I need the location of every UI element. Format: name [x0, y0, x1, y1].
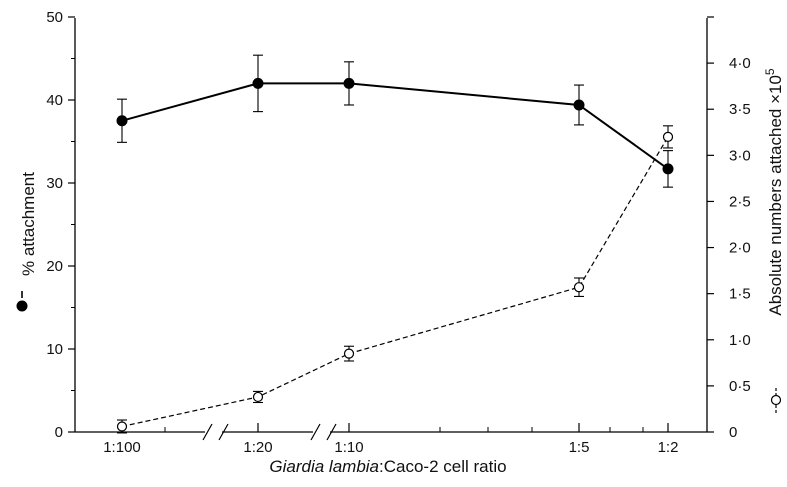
left-tick-label: 20: [46, 258, 63, 275]
x-tick-label: 1:100: [103, 439, 141, 456]
right-axis-title-exponent: 5: [763, 68, 777, 75]
series-0-point: [343, 77, 355, 89]
x-tick-label: 1:2: [658, 439, 679, 456]
left-axis-title: % attachment: [19, 172, 38, 276]
axis-break-mark: [326, 423, 337, 441]
series-0-line: [121, 82, 669, 170]
left-tick-label: 30: [46, 175, 63, 192]
axis-break-mark: [218, 423, 229, 441]
right-tick-label: 0·5: [729, 378, 751, 395]
series-0-point: [116, 115, 128, 127]
axis-break-mark: [310, 423, 321, 441]
right-axis-title: Absolute numbers attached ×105: [763, 68, 785, 316]
right-axis-title-text: Absolute numbers attached ×10: [766, 75, 785, 316]
left-tick-label: 10: [46, 341, 63, 358]
right-tick-label: 4·0: [729, 55, 751, 72]
x-tick-label: 1:5: [569, 439, 590, 456]
right-tick-label: 2·0: [729, 240, 751, 257]
right-tick-label: 0: [729, 424, 737, 441]
left-legend-symbol: [16, 291, 28, 312]
right-tick-label: 1·5: [729, 286, 751, 303]
series-1-point: [252, 391, 264, 403]
series-1-point: [573, 282, 585, 293]
series-0-point: [662, 163, 674, 175]
x-axis-title: Giardia lambia:Caco-2 cell ratio: [269, 457, 506, 476]
left-tick-label: 40: [46, 92, 63, 109]
series-1-point: [343, 348, 355, 359]
series-lines: [121, 82, 669, 428]
series-1-line: [121, 136, 669, 428]
data-marks: [116, 54, 674, 434]
axes: 0 10 20 30 40 50 0 0·5 1·0 1·5 2·0 2·5 3·0 3·5 4·0 1:10…: [46, 9, 750, 456]
axis-break-mark: [202, 423, 213, 441]
left-tick-label: 50: [46, 9, 63, 26]
x-tick-label: 1:10: [334, 439, 363, 456]
series-0-point: [573, 99, 585, 111]
series-1-point: [116, 421, 128, 432]
left-axis-title-group: % attachment: [19, 172, 38, 276]
right-tick-label: 2·5: [729, 193, 751, 210]
right-legend-symbol: [770, 388, 782, 413]
series-0-point: [252, 77, 264, 89]
x-axis-title-rest: :Caco-2 cell ratio: [379, 457, 507, 476]
right-tick-label: 1·0: [729, 332, 751, 349]
right-tick-label: 3·0: [729, 147, 751, 164]
right-tick-label: 3·5: [729, 101, 751, 118]
left-tick-label: 0: [55, 424, 63, 441]
x-axis-title-italic: Giardia lambia: [269, 457, 379, 476]
series-1-point: [662, 131, 674, 142]
right-axis-title-group: Absolute numbers attached ×105: [763, 68, 785, 316]
x-tick-label: 1:20: [243, 439, 272, 456]
